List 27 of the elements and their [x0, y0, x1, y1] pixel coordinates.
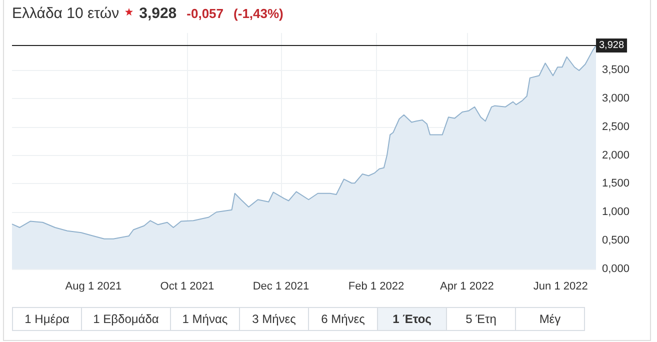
x-tick-label: Oct 1 2021	[160, 280, 214, 292]
y-tick-label: 2,000	[602, 149, 630, 162]
text: 1 Εβδομάδα	[81, 308, 170, 330]
y-tick-label: 3,000	[602, 92, 630, 104]
y-tick-label: 0,000	[602, 263, 630, 275]
x-tick-label: Aug 1 2021	[65, 280, 122, 292]
ref-line-label: 3,928	[599, 40, 624, 52]
y-tick-label: 0,500	[602, 234, 630, 247]
y-tick-label: 1,000	[602, 206, 630, 218]
x-tick-label: Jun 1 2022	[533, 280, 588, 292]
text: 3,928	[139, 5, 177, 22]
text: (-1,43%)	[234, 6, 284, 21]
text: 1 Έτος	[377, 308, 446, 330]
x-tick-label: Feb 1 2022	[348, 280, 404, 292]
chart-title: Ελλάδα 10 ετών	[12, 5, 120, 22]
text: 1 Μήνας	[170, 308, 239, 330]
text: -0,057	[186, 6, 224, 21]
y-tick-label: 1,500	[602, 178, 630, 190]
x-tick-label: Dec 1 2021	[252, 280, 310, 292]
x-tick-label: Apr 1 2022	[440, 280, 494, 292]
y-tick-label: 2,500	[602, 120, 630, 133]
text: 5 Έτη	[446, 308, 515, 330]
text: 6 Μήνες	[308, 308, 377, 330]
text: Μέγ	[515, 308, 584, 330]
y-tick-label: 3,500	[602, 64, 630, 76]
text: 3 Μήνες	[239, 308, 308, 330]
text: 1 Ημέρα	[13, 308, 81, 330]
